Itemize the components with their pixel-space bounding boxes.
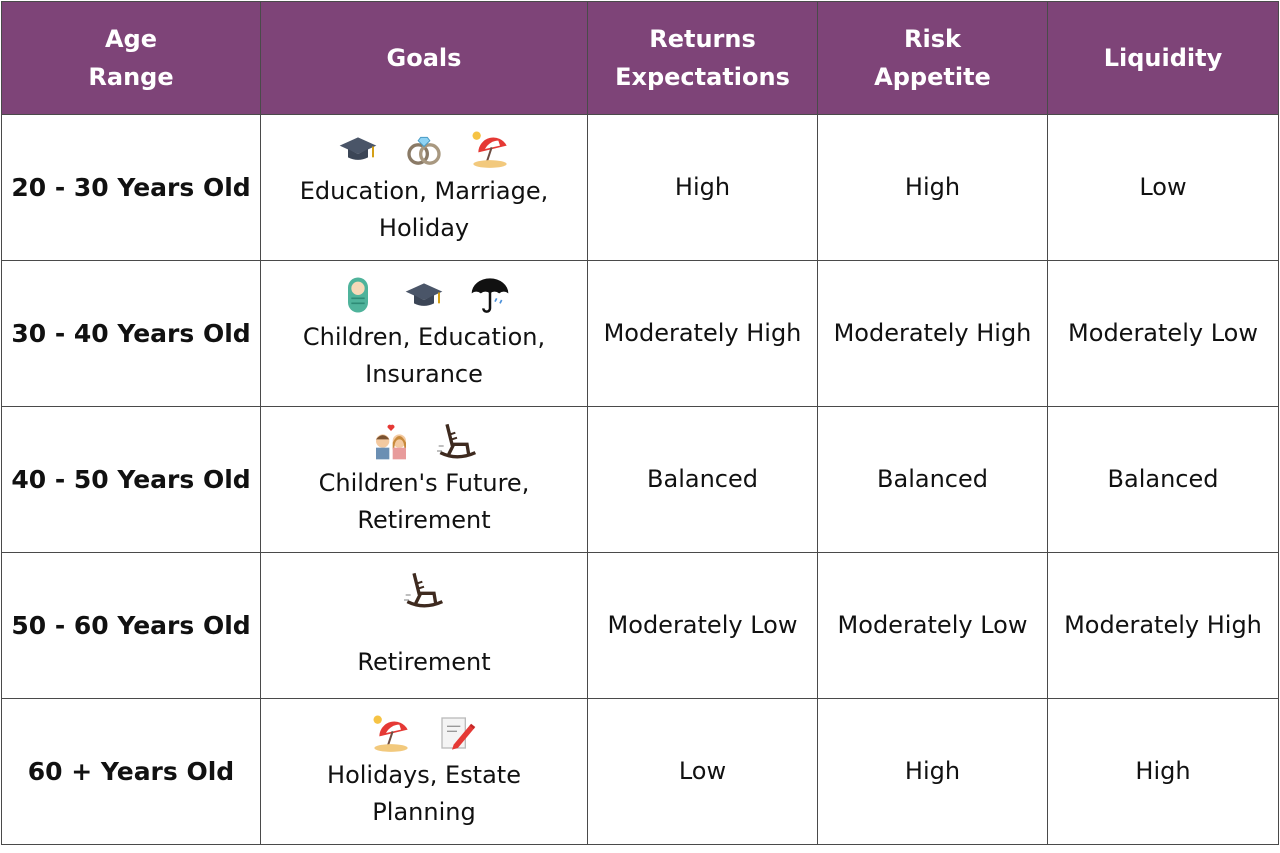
goals: Children, Education, Insurance (260, 260, 588, 407)
goals: Holidays, Estate Planning (260, 698, 588, 845)
table-row: 30 - 40 Years Old Children, Education, Ins… (1, 260, 1279, 407)
age-range: 30 - 40 Years Old (1, 260, 261, 407)
rating: Moderately High (817, 260, 1048, 407)
goal-icon (371, 421, 411, 461)
rating: High (587, 114, 818, 261)
age-range: 60 + Years Old (1, 698, 261, 845)
cell-line: Education, Marriage, (299, 176, 549, 205)
cell-line: Holiday (378, 213, 470, 242)
cell-line: Expectations (615, 63, 790, 91)
goal-icon (404, 275, 444, 315)
goal-icons (265, 129, 583, 169)
rating: Balanced (817, 406, 1048, 553)
rating: Balanced (587, 406, 818, 553)
goal-icons (265, 421, 583, 461)
rating: Moderately High (587, 260, 818, 407)
goal-icons (265, 570, 583, 610)
rating: Moderately Low (587, 552, 818, 699)
cell-line: Risk (904, 25, 961, 53)
header-row: Age Range Goals Returns Expectations Risk Appe… (1, 1, 1279, 115)
table-row: 60 + Years Old Holidays, Estate Planning Lo… (1, 698, 1279, 845)
goals: Children's Future, Retirement (260, 406, 588, 553)
cell-line: Returns (649, 25, 756, 53)
rating: High (1047, 698, 1279, 845)
rating: Balanced (1047, 406, 1279, 553)
header-cell: Risk Appetite (817, 1, 1048, 115)
age-range: 50 - 60 Years Old (1, 552, 261, 699)
goal-icon (437, 713, 477, 753)
spacer (265, 614, 583, 644)
cell-line: Children's Future, (318, 468, 530, 497)
cell-line: Planning (372, 797, 476, 826)
age-range: 40 - 50 Years Old (1, 406, 261, 553)
cell-line: Holidays, Estate (327, 760, 521, 789)
rating: Moderately Low (817, 552, 1048, 699)
goal-icons (265, 713, 583, 753)
goal-icon (371, 713, 411, 753)
table-header: Age Range Goals Returns Expectations Risk Appe… (1, 1, 1279, 115)
cell-line: Goals (386, 44, 462, 72)
rating: Low (587, 698, 818, 845)
header-cell: Returns Expectations (587, 1, 818, 115)
goal-icon (338, 275, 378, 315)
table-row: 50 - 60 Years Old Retirement Moderately Lo… (1, 552, 1279, 699)
rating: High (817, 114, 1048, 261)
goal-icon (470, 275, 510, 315)
cell-line: Liquidity (1103, 44, 1223, 72)
goal-icons (265, 275, 583, 315)
goal-icon (404, 129, 444, 169)
cell-line: Retirement (357, 648, 491, 676)
rating: High (817, 698, 1048, 845)
table-row: 40 - 50 Years Old Children's Future, Retir… (1, 406, 1279, 553)
goals: Education, Marriage, Holiday (260, 114, 588, 261)
goal-icon (470, 129, 510, 169)
cell-line: Age (104, 25, 158, 53)
rating: Low (1047, 114, 1279, 261)
goal-icon (404, 570, 444, 610)
table-body: 20 - 30 Years Old Education, Marriage, Hol… (1, 114, 1279, 845)
goals: Retirement (260, 552, 588, 699)
cell-line: Retirement (357, 505, 491, 534)
cell-line: Appetite (874, 63, 991, 91)
cell-line: Range (88, 63, 174, 91)
age-range: 20 - 30 Years Old (1, 114, 261, 261)
goal-icon (437, 421, 477, 461)
header-cell: Liquidity (1047, 1, 1279, 115)
cell-line: Children, Education, (302, 322, 546, 351)
header-cell: Age Range (1, 1, 261, 115)
rating: Moderately High (1047, 552, 1279, 699)
table-row: 20 - 30 Years Old Education, Marriage, Hol… (1, 114, 1279, 261)
goal-icon (338, 129, 378, 169)
cell-line: Insurance (365, 359, 483, 388)
header-cell: Goals (260, 1, 588, 115)
rating: Moderately Low (1047, 260, 1279, 407)
